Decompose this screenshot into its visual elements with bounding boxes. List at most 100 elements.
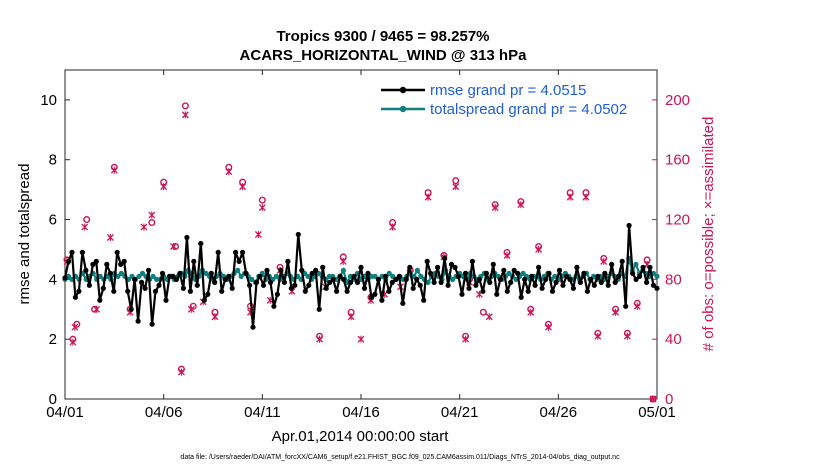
spread-point: [506, 270, 512, 276]
rmse-point: [159, 270, 166, 276]
rmse-point: [264, 267, 270, 273]
obs-assimilated-marker: [594, 332, 602, 340]
rmse-point: [62, 275, 68, 281]
obs-assimilated-marker: [69, 338, 77, 346]
y-right-tick-label: 160: [665, 152, 690, 169]
rmse-point: [253, 279, 260, 285]
spread-point: [235, 267, 241, 273]
rmse-point: [69, 249, 75, 255]
rmse-point: [344, 288, 350, 294]
chart-title-line1: Tropics 9300 / 9465 = 98.257%: [276, 28, 489, 45]
rmse-point: [462, 270, 469, 276]
rmse-point: [243, 270, 249, 276]
spread-point: [414, 267, 420, 273]
obs-assimilated-marker: [225, 168, 233, 176]
rmse-point: [605, 282, 611, 288]
rmse-point: [532, 282, 538, 288]
rmse-point: [435, 264, 441, 270]
rmse-point: [180, 285, 186, 291]
rmse-point: [393, 276, 399, 282]
rmse-point: [187, 288, 193, 294]
obs-assimilated-marker: [424, 193, 432, 201]
rmse-point: [132, 276, 138, 282]
rmse-point: [396, 273, 402, 279]
plot-area: [64, 69, 658, 400]
rmse-point: [602, 270, 608, 276]
rmse-point: [219, 288, 225, 294]
obs-assimilated-marker: [148, 211, 156, 219]
rmse-point: [619, 258, 625, 264]
obs-possible-marker: [189, 302, 197, 310]
rmse-point: [156, 282, 162, 288]
rmse-point: [630, 270, 636, 276]
rmse-point: [198, 240, 204, 247]
rmse-point: [428, 270, 434, 276]
rmse-point: [623, 303, 629, 309]
rmse-point: [417, 282, 423, 288]
data-file-footer: data file: /Users/raeder/DAI/ATM_forcXX/…: [180, 454, 620, 461]
rmse-point: [469, 258, 475, 264]
rmse-point: [522, 276, 528, 282]
rmse-point: [90, 261, 96, 267]
spread-point: [139, 270, 146, 276]
spread-point: [249, 276, 255, 282]
rmse-point: [588, 276, 594, 282]
rmse-point: [295, 231, 301, 238]
spread-point: [425, 279, 431, 285]
rmse-point: [442, 255, 448, 261]
rmse-point: [591, 282, 597, 288]
rmse-point: [313, 267, 319, 273]
rmse-point: [250, 324, 256, 330]
rmse-point: [640, 264, 646, 270]
obs-assimilated-marker: [187, 305, 195, 313]
x-tick-label: 04/06: [145, 404, 183, 421]
rmse-point: [118, 261, 124, 267]
spread-point: [136, 273, 142, 279]
rmse-point: [348, 279, 354, 285]
rmse-point: [170, 273, 176, 279]
rmse-point: [152, 288, 159, 294]
rmse-point: [135, 318, 141, 324]
rmse-point: [184, 234, 190, 241]
rmse-point: [497, 276, 503, 282]
spread-point: [150, 273, 156, 279]
y-left-tick-label: 8: [49, 152, 57, 169]
rmse-point: [637, 273, 643, 279]
y-axis-left-label: rmse and totalspread: [16, 164, 33, 305]
rmse-point: [320, 264, 326, 270]
rmse-point: [386, 288, 392, 294]
obs-assimilated-marker: [452, 183, 460, 191]
rmse-point: [337, 273, 343, 279]
obs-possible-marker: [148, 219, 156, 227]
obs-assimilated-marker: [71, 323, 79, 331]
obs-possible-marker: [181, 102, 189, 110]
spread-point: [238, 273, 244, 279]
rmse-point: [529, 273, 535, 279]
obs-possible-marker: [479, 308, 487, 316]
legend-rmse-label: rmse grand pr = 4.0515: [430, 82, 586, 99]
rmse-point: [323, 285, 329, 291]
rmse-point: [361, 285, 368, 291]
rmse-point: [494, 291, 500, 297]
rmse-point: [501, 267, 507, 273]
rmse-point: [316, 306, 322, 312]
rmse-point: [511, 267, 517, 273]
spread-point: [115, 273, 121, 279]
x-tick-label: 04/11: [244, 404, 280, 421]
rmse-point: [455, 273, 462, 279]
x-tick-label: 04/21: [441, 404, 479, 421]
rmse-point: [146, 267, 152, 273]
rmse-point: [483, 270, 489, 276]
obs-assimilated-marker: [339, 257, 347, 265]
y-right-tick-label: 200: [665, 92, 690, 109]
rmse-point: [473, 282, 479, 288]
obs-assimilated-marker: [389, 223, 397, 231]
rmse-point: [654, 285, 660, 291]
rmse-point: [104, 261, 110, 267]
obs-assimilated-marker: [110, 166, 118, 174]
rmse-point: [448, 261, 455, 267]
rmse-point: [302, 288, 308, 294]
rmse-point: [97, 297, 103, 303]
spread-point: [520, 270, 526, 276]
